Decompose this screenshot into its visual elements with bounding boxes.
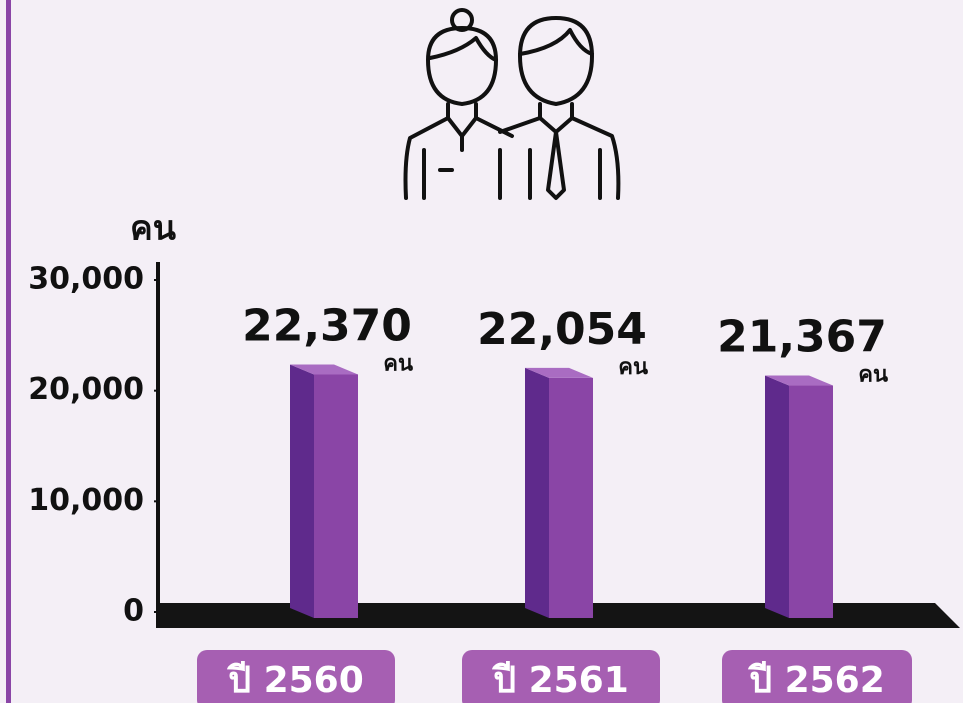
y-tick-label: 30,000 — [28, 262, 144, 297]
y-tick-label: 10,000 — [28, 483, 144, 518]
value-label: 22,054 — [477, 304, 647, 355]
value-unit: คน — [618, 355, 648, 380]
people-icon — [403, 8, 621, 200]
x-tick-label: ปี 2561 — [492, 660, 629, 701]
bar-top — [290, 364, 358, 375]
bar-side — [525, 367, 549, 618]
y-tick-label: 20,000 — [28, 372, 144, 407]
bar — [314, 374, 358, 618]
side-stripe — [6, 0, 11, 703]
x-tick-label: ปี 2562 — [748, 660, 885, 701]
value-unit: คน — [383, 351, 413, 376]
bar-top — [525, 367, 593, 378]
category-pill — [722, 650, 912, 703]
value-label: 21,367 — [717, 312, 887, 363]
y-tick-label: 0 — [123, 594, 144, 629]
x-tick-label: ปี 2560 — [227, 660, 364, 701]
bar-top — [765, 375, 833, 386]
y-axis-label: คน — [130, 209, 176, 249]
category-pill — [197, 650, 395, 703]
bar-side — [765, 375, 789, 618]
bar — [789, 385, 833, 618]
bar-side — [290, 364, 314, 618]
bar — [549, 377, 593, 618]
value-label: 22,370 — [242, 300, 412, 351]
category-pill — [462, 650, 660, 703]
value-unit: คน — [858, 363, 888, 388]
